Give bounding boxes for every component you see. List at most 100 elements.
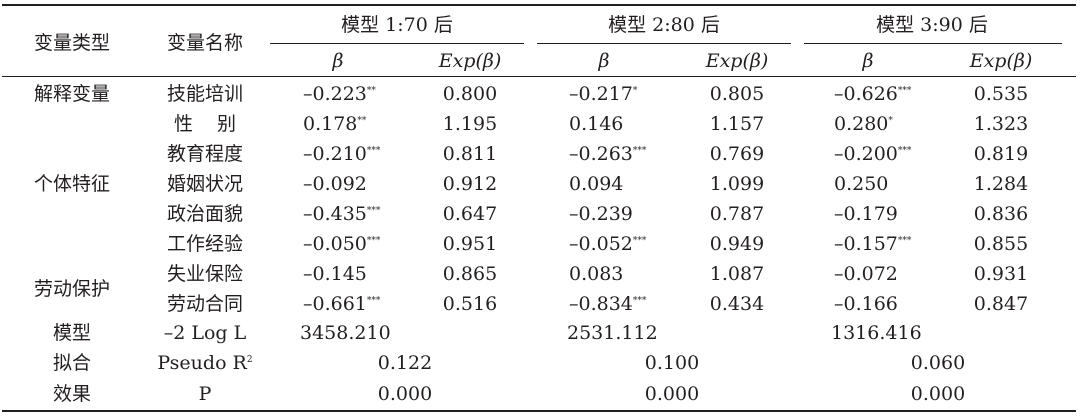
beta-cell: –0.166 bbox=[834, 293, 898, 315]
p-value-2: 0.000 bbox=[644, 383, 700, 405]
bottom-rule bbox=[2, 410, 1076, 412]
beta-value: –0.239 bbox=[569, 203, 633, 225]
exp-beta-value: 0.912 bbox=[442, 173, 498, 195]
beta-value: –0.179 bbox=[834, 203, 898, 225]
beta-cell: –0.157*** bbox=[834, 233, 911, 255]
exp-beta-value: 0.805 bbox=[709, 83, 765, 105]
beta-cell: –0.223** bbox=[303, 83, 376, 105]
beta-value: –0.200 bbox=[834, 143, 898, 165]
exp-beta-value: 1.087 bbox=[709, 263, 765, 285]
model3-rule bbox=[804, 43, 1062, 44]
row-variable-name: 政治面貌 bbox=[166, 203, 244, 225]
beta-cell: –0.200*** bbox=[834, 143, 911, 165]
beta-value: –0.072 bbox=[834, 263, 898, 285]
beta-cell: –0.052*** bbox=[569, 233, 646, 255]
beta-value: 0.094 bbox=[569, 173, 624, 195]
beta-value: –0.661 bbox=[303, 293, 367, 315]
beta-value: 0.280 bbox=[834, 113, 889, 135]
exp-header-2: Exp(β) bbox=[705, 50, 769, 72]
beta-cell: –0.239 bbox=[569, 203, 633, 225]
significance-marker: *** bbox=[366, 296, 381, 306]
exp-beta-value: 0.535 bbox=[973, 83, 1029, 105]
top-rule bbox=[2, 4, 1076, 6]
beta-value: –0.157 bbox=[834, 233, 898, 255]
beta-cell: –0.626*** bbox=[834, 83, 911, 105]
beta-value: –0.210 bbox=[303, 143, 367, 165]
exp-beta-value: 0.855 bbox=[973, 233, 1029, 255]
beta-value: –0.834 bbox=[569, 293, 633, 315]
significance-marker: * bbox=[632, 86, 638, 96]
pseudo-r2-value-1: 0.122 bbox=[377, 352, 433, 374]
row-variable-name: 劳动合同 bbox=[166, 293, 244, 315]
row-variable-name: 性别 bbox=[173, 113, 261, 135]
model1-rule bbox=[270, 43, 524, 44]
beta-cell: 0.280* bbox=[834, 113, 893, 135]
beta-cell: –0.834*** bbox=[569, 293, 646, 315]
beta-cell: –0.145 bbox=[303, 263, 367, 285]
exp-beta-value: 0.949 bbox=[709, 233, 765, 255]
model2-header: 模型 2:80 后 bbox=[608, 14, 720, 36]
row-variable-name: 婚姻状况 bbox=[166, 173, 244, 195]
exp-beta-value: 0.847 bbox=[973, 293, 1029, 315]
var-type-header: 变量类型 bbox=[33, 32, 111, 54]
beta-cell: –0.050*** bbox=[303, 233, 380, 255]
exp-header-1: Exp(β) bbox=[438, 50, 502, 72]
exp-beta-value: 0.836 bbox=[973, 203, 1029, 225]
exp-beta-value: 0.865 bbox=[442, 263, 498, 285]
p-value-3: 0.000 bbox=[910, 383, 966, 405]
row-variable-name: 工作经验 bbox=[166, 233, 244, 255]
beta-cell: 0.250 bbox=[834, 173, 888, 195]
loglik-value-2: 2531.112 bbox=[567, 322, 658, 344]
significance-marker: *** bbox=[897, 236, 912, 246]
beta-value: –0.217 bbox=[569, 83, 633, 105]
beta-value: –0.263 bbox=[569, 143, 633, 165]
beta-header-2: β bbox=[598, 50, 610, 72]
beta-cell: –0.179 bbox=[834, 203, 898, 225]
significance-marker: *** bbox=[632, 236, 647, 246]
beta-value: –0.050 bbox=[303, 233, 367, 255]
beta-value: –0.145 bbox=[303, 263, 367, 285]
significance-marker: ** bbox=[357, 116, 367, 126]
loglik-label: –2 Log L bbox=[163, 322, 247, 344]
beta-cell: 0.146 bbox=[569, 113, 623, 135]
beta-cell: –0.210*** bbox=[303, 143, 380, 165]
exp-beta-value: 1.099 bbox=[709, 173, 765, 195]
model2-rule bbox=[537, 43, 791, 44]
beta-value: 0.178 bbox=[303, 113, 358, 135]
significance-marker: *** bbox=[366, 236, 381, 246]
fit-label-effect: 效果 bbox=[52, 383, 92, 405]
beta-cell: –0.072 bbox=[834, 263, 898, 285]
loglik-value-1: 3458.210 bbox=[300, 322, 391, 344]
row-variable-name: 技能培训 bbox=[166, 83, 244, 105]
row-type-label: 解释变量 bbox=[33, 83, 111, 105]
exp-beta-value: 1.323 bbox=[973, 113, 1029, 135]
beta-value: 0.146 bbox=[569, 113, 624, 135]
beta-cell: –0.092 bbox=[303, 173, 367, 195]
exp-beta-value: 0.516 bbox=[442, 293, 498, 315]
beta-cell: 0.094 bbox=[569, 173, 623, 195]
pseudo-r2-value-3: 0.060 bbox=[910, 352, 966, 374]
exp-header-3: Exp(β) bbox=[969, 50, 1033, 72]
exp-beta-value: 0.951 bbox=[442, 233, 498, 255]
beta-value: 0.083 bbox=[569, 263, 624, 285]
significance-marker: *** bbox=[897, 146, 912, 156]
header-rule bbox=[2, 76, 1076, 77]
row-type-label: 个体特征 bbox=[33, 173, 111, 195]
row-variable-name: 失业保险 bbox=[166, 263, 244, 285]
significance-marker: *** bbox=[632, 146, 647, 156]
exp-beta-value: 1.195 bbox=[442, 113, 498, 135]
beta-value: –0.166 bbox=[834, 293, 898, 315]
var-name-header: 变量名称 bbox=[166, 32, 244, 54]
exp-beta-value: 0.811 bbox=[442, 143, 498, 165]
exp-beta-value: 0.819 bbox=[973, 143, 1029, 165]
exp-beta-value: 1.157 bbox=[709, 113, 765, 135]
pseudo-r2-label: Pseudo R2 bbox=[157, 352, 253, 374]
significance-marker: *** bbox=[897, 86, 912, 96]
exp-beta-value: 0.434 bbox=[709, 293, 765, 315]
beta-cell: –0.661*** bbox=[303, 293, 380, 315]
beta-header-3: β bbox=[862, 50, 874, 72]
beta-cell: –0.217* bbox=[569, 83, 637, 105]
beta-value: –0.223 bbox=[303, 83, 367, 105]
beta-value: –0.052 bbox=[569, 233, 633, 255]
significance-marker: ** bbox=[366, 86, 376, 96]
